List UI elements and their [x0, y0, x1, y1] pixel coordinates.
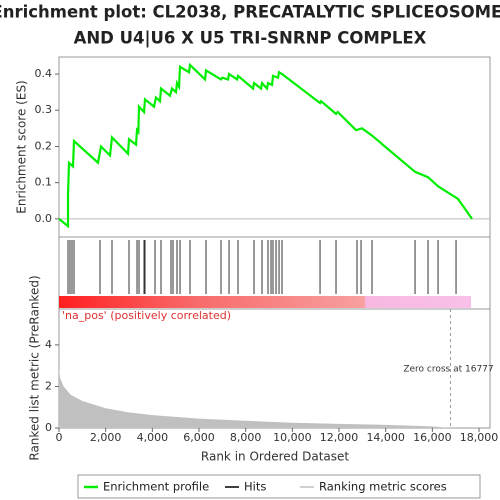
annotation: Zero cross at 16777 — [403, 365, 493, 375]
chart-title: Enrichment plot: CL2038, PRECATALYTIC SP… — [0, 3, 500, 22]
x-tick-label: 18,000 — [460, 431, 499, 444]
y-tick-label: 2 — [45, 379, 52, 392]
es-panel — [58, 56, 491, 238]
y-tick-label: 0.0 — [35, 212, 53, 225]
y-tick-label: 4 — [45, 338, 52, 351]
legend-label: Enrichment profile — [103, 480, 209, 494]
y-tick-label: 0.2 — [35, 139, 53, 152]
x-tick-label: 8,000 — [230, 431, 262, 444]
x-tick-label: 16,000 — [413, 431, 452, 444]
legend-label: Hits — [244, 480, 266, 494]
pos-label: 'na_pos' (positively correlated) — [62, 309, 231, 322]
y-tick-label: 0.1 — [35, 176, 53, 189]
x-tick-label: 6,000 — [183, 431, 215, 444]
es-line — [58, 62, 473, 229]
y-axis-label: Enrichment score (ES) — [15, 80, 29, 213]
rank-band — [59, 296, 471, 308]
legend — [77, 474, 481, 499]
legend-label: Ranking metric scores — [319, 480, 447, 494]
y-tick-label: 0.4 — [35, 67, 53, 80]
chart-title: AND U4|U6 X U5 TRI-SNRNP COMPLEX — [74, 29, 427, 49]
y-tick-label: 0.3 — [35, 103, 53, 116]
x-tick-label: 12,000 — [320, 431, 359, 444]
x-tick-label: 4,000 — [137, 431, 169, 444]
x-axis-label: Rank in Ordered Dataset — [201, 450, 349, 464]
metric-area — [59, 367, 473, 428]
y-tick-label: 0 — [45, 421, 52, 434]
x-tick-label: 0 — [56, 431, 63, 444]
y-axis-label: Ranked list metric (PreRanked) — [28, 275, 42, 460]
x-tick-label: 10,000 — [273, 431, 312, 444]
x-tick-label: 14,000 — [366, 431, 405, 444]
x-tick-label: 2,000 — [90, 431, 122, 444]
